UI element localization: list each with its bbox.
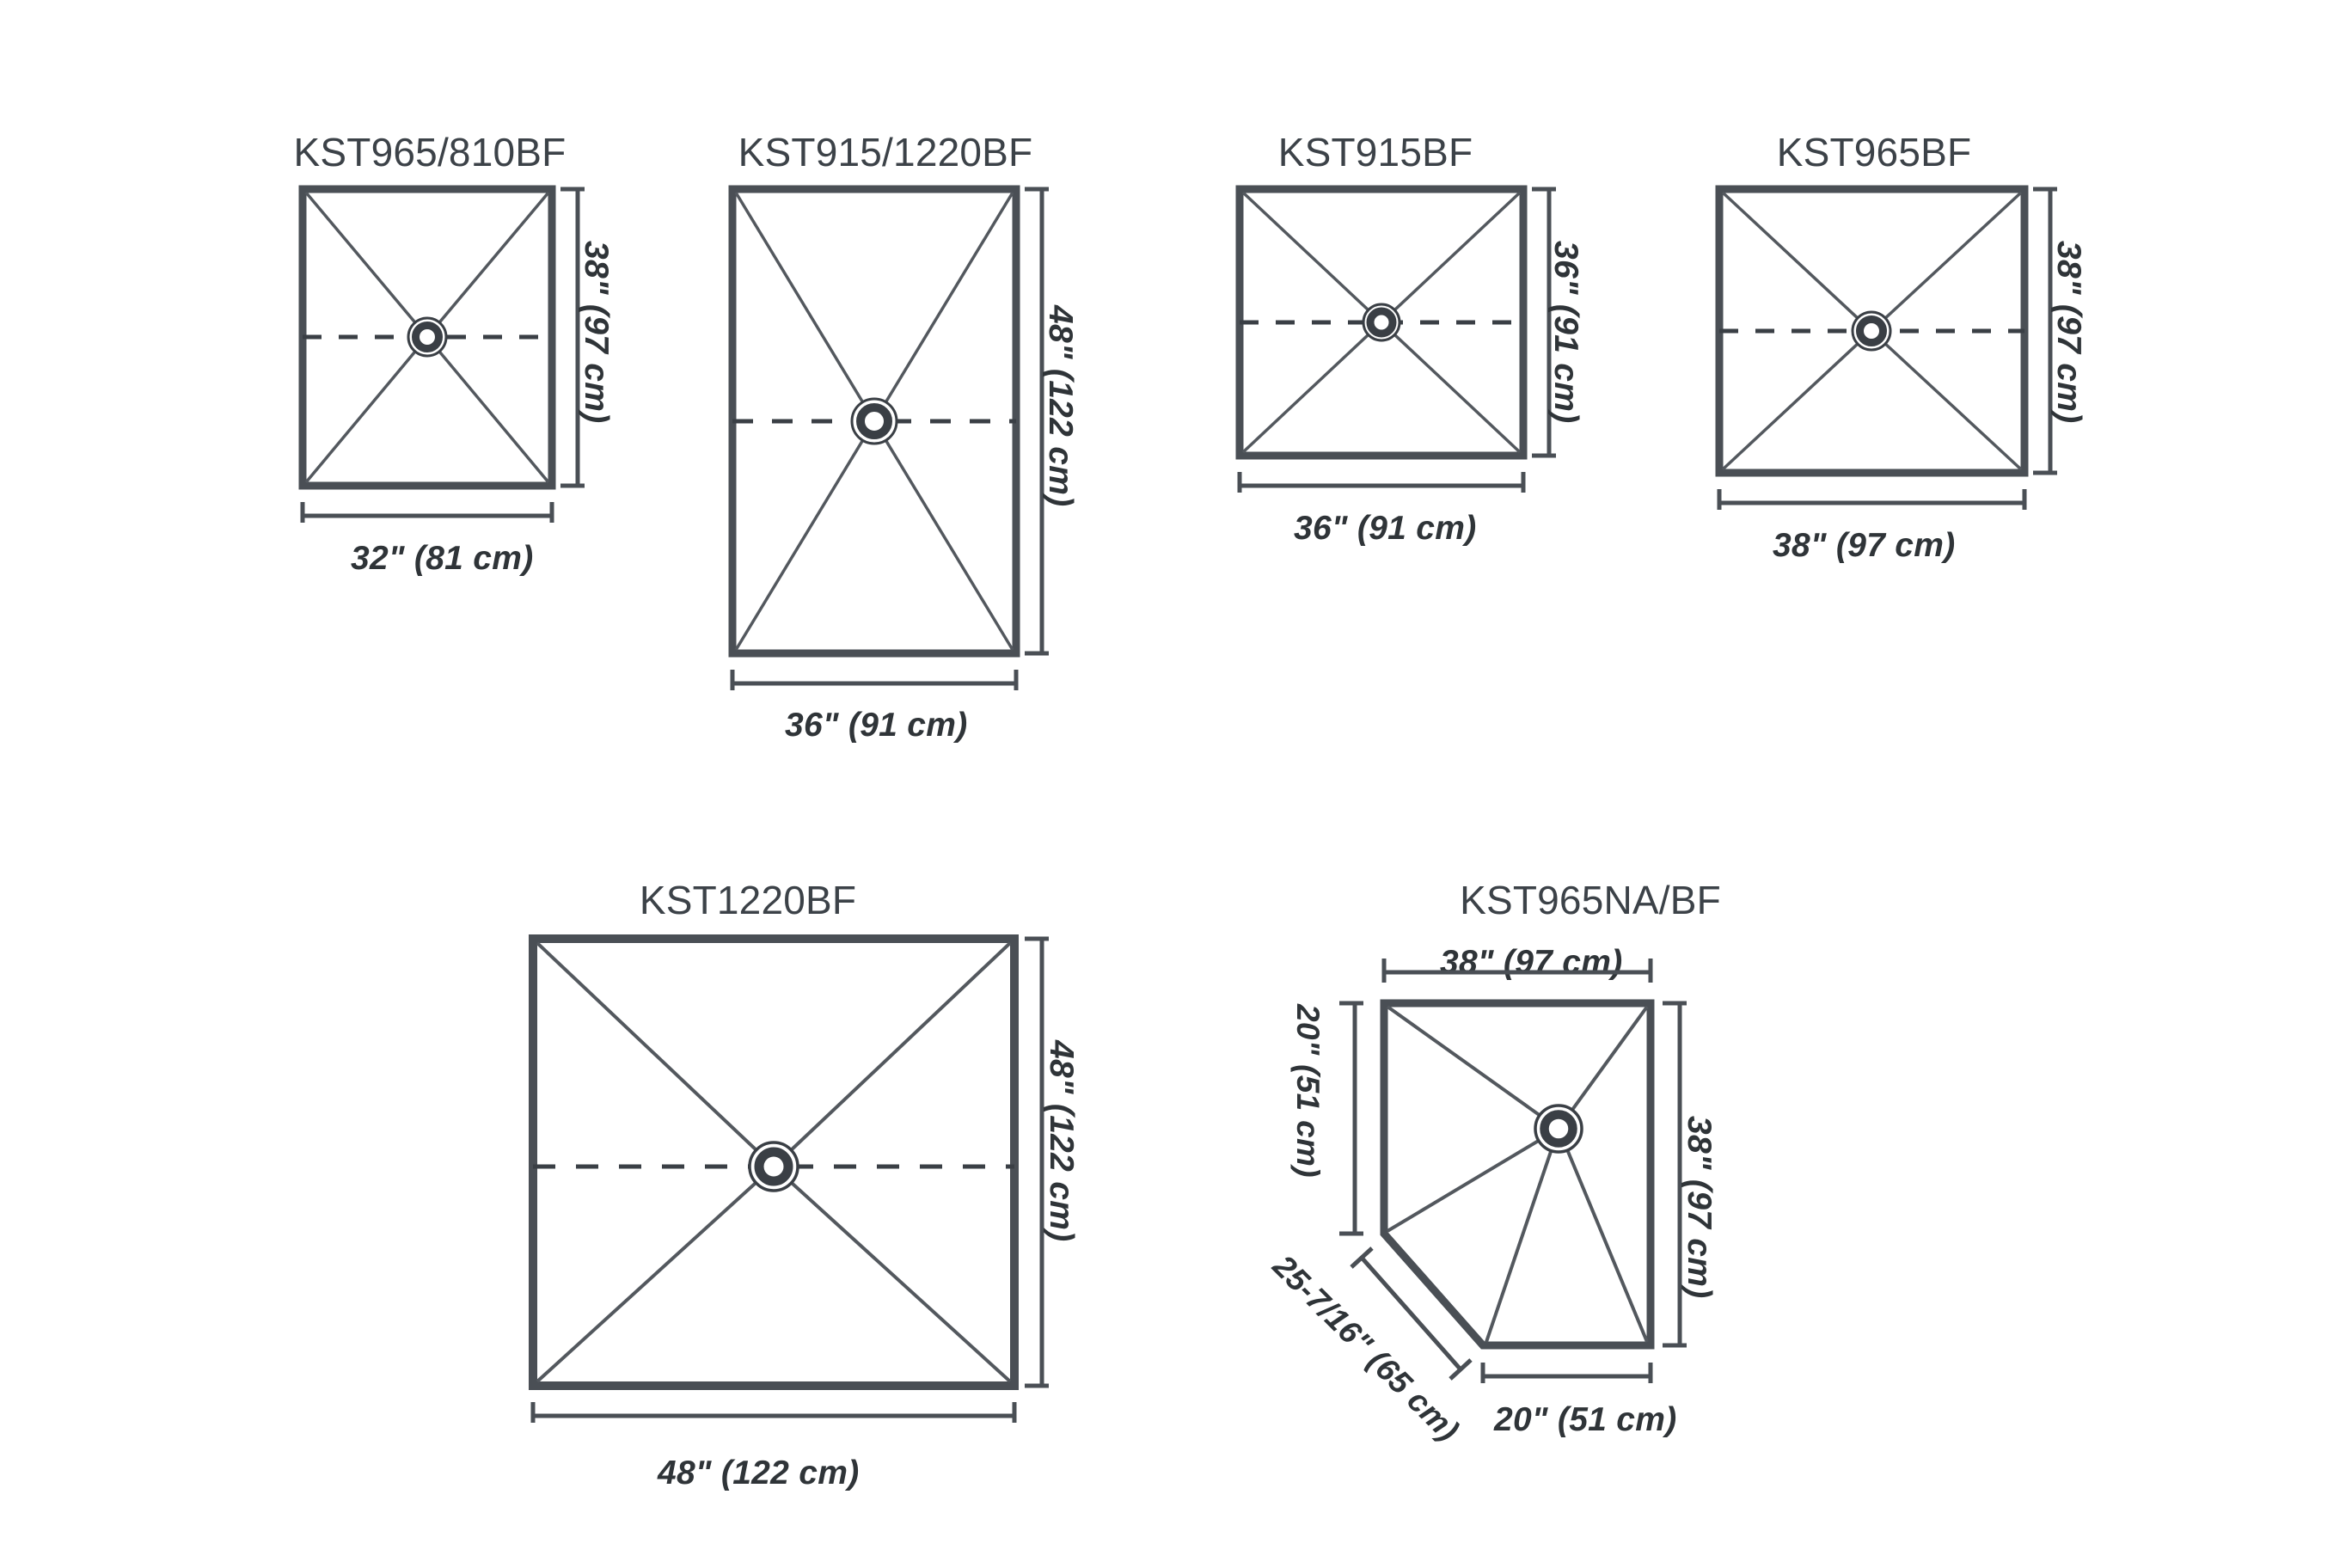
center-drain-icon: [1851, 310, 1892, 352]
slope-line: [1721, 329, 1873, 471]
slope-line: [1386, 1127, 1560, 1233]
slope-line: [734, 420, 876, 651]
left-dimension-line: [1339, 1001, 1363, 1236]
width-dimension-line: [530, 1402, 1017, 1423]
width-dimension-line: [730, 670, 1019, 690]
diagram-title: KST915BF: [1277, 130, 1473, 175]
center-drain-icon: [407, 316, 448, 358]
diagram-kst1220bf: KST1220BF 48" (122: [499, 877, 1100, 1513]
height-dimension-label: 36" (91 cm): [1547, 241, 1584, 424]
slope-line: [426, 191, 550, 339]
slope-line: [1241, 191, 1383, 324]
top-dimension-label: 38" (97 cm): [1440, 944, 1623, 981]
width-dimension-label: 38" (97 cm): [1773, 527, 1956, 564]
diagram-title: KST965/810BF: [293, 130, 567, 175]
slope-line: [1380, 191, 1522, 324]
pan-outline-svg: [728, 185, 1049, 690]
diagram-kst965na-bf: KST965NA/BF 38" (97 cm): [1266, 877, 1977, 1513]
slope-line: [734, 192, 876, 422]
height-dimension-label: 38" (97 cm): [2050, 241, 2087, 424]
diagram-kst915-1220bf: KST915/1220BF 48": [688, 129, 1135, 744]
center-drain-icon: [748, 1141, 799, 1192]
slope-line: [1241, 321, 1383, 454]
diagram-title: KST1220BF: [639, 878, 857, 922]
height-dimension-label: 48" (122 cm): [1043, 1040, 1080, 1242]
diagonal-dimension-line: [1350, 1246, 1473, 1381]
diagram-title: KST915/1220BF: [738, 130, 1033, 175]
diagram-kst915bf: KST915BF 36" (91 c: [1204, 129, 1608, 547]
diagram-kst965-810bf: KST965/810BF: [258, 129, 653, 577]
right-dimension-line: [1663, 1001, 1687, 1348]
pan-outline-svg: [1715, 185, 2057, 510]
width-dimension-label: 36" (91 cm): [785, 707, 968, 744]
slope-line: [304, 335, 429, 484]
slope-line: [1870, 191, 2023, 333]
slope-line: [1485, 1128, 1560, 1343]
width-dimension-line: [1717, 489, 2027, 510]
width-dimension-label: 48" (122 cm): [658, 1455, 860, 1491]
center-drain-icon: [850, 397, 898, 445]
width-dimension-line: [1237, 472, 1526, 493]
pan-outline: [1380, 999, 1655, 1350]
slope-line: [873, 420, 1014, 651]
center-drain-icon: [1362, 303, 1401, 342]
height-dimension-line: [1025, 936, 1049, 1388]
diagram-title: KST965BF: [1776, 130, 1972, 175]
left-dimension-label: 20" (51 cm): [1290, 1004, 1326, 1178]
height-dimension-label: 38" (97 cm): [578, 241, 615, 424]
pan-outline-svg: [1235, 185, 1556, 493]
width-dimension-line: [300, 502, 554, 523]
height-dimension-line: [1025, 187, 1049, 656]
height-dimension-line: [1532, 187, 1556, 458]
offset-drain-icon: [1534, 1104, 1583, 1154]
pan-outline-svg: [1339, 959, 1687, 1383]
width-dimension-label: 36" (91 cm): [1294, 510, 1477, 547]
right-dimension-label: 38" (97 cm): [1681, 1116, 1718, 1299]
slope-line: [1386, 1005, 1560, 1130]
width-dimension-label: 32" (81 cm): [351, 540, 534, 577]
bottom-dimension-line: [1480, 1363, 1653, 1383]
slope-line: [772, 1165, 1012, 1383]
slope-line: [1557, 1005, 1649, 1130]
slope-line: [873, 192, 1014, 422]
top-dimension-line: [1381, 959, 1653, 983]
height-dimension-label: 48" (122 cm): [1042, 305, 1079, 507]
slope-line: [536, 941, 775, 1168]
slope-line: [426, 335, 550, 484]
diagram-title: KST965NA/BF: [1460, 878, 1721, 922]
slope-line: [772, 941, 1012, 1168]
slope-line: [304, 191, 429, 339]
slope-line: [1557, 1128, 1649, 1343]
height-dimension-line: [2033, 187, 2057, 475]
diagram-kst965bf: KST965BF 38" (97 c: [1694, 129, 2115, 564]
pan-outline-svg: [298, 185, 585, 523]
slope-line: [1870, 329, 2023, 471]
slope-line: [1721, 191, 1873, 333]
slope-line: [536, 1165, 775, 1383]
height-dimension-line: [560, 187, 585, 488]
pan-outline-svg: [529, 934, 1049, 1423]
bottom-dimension-label: 20" (51 cm): [1494, 1401, 1677, 1438]
slope-line: [1380, 321, 1522, 454]
